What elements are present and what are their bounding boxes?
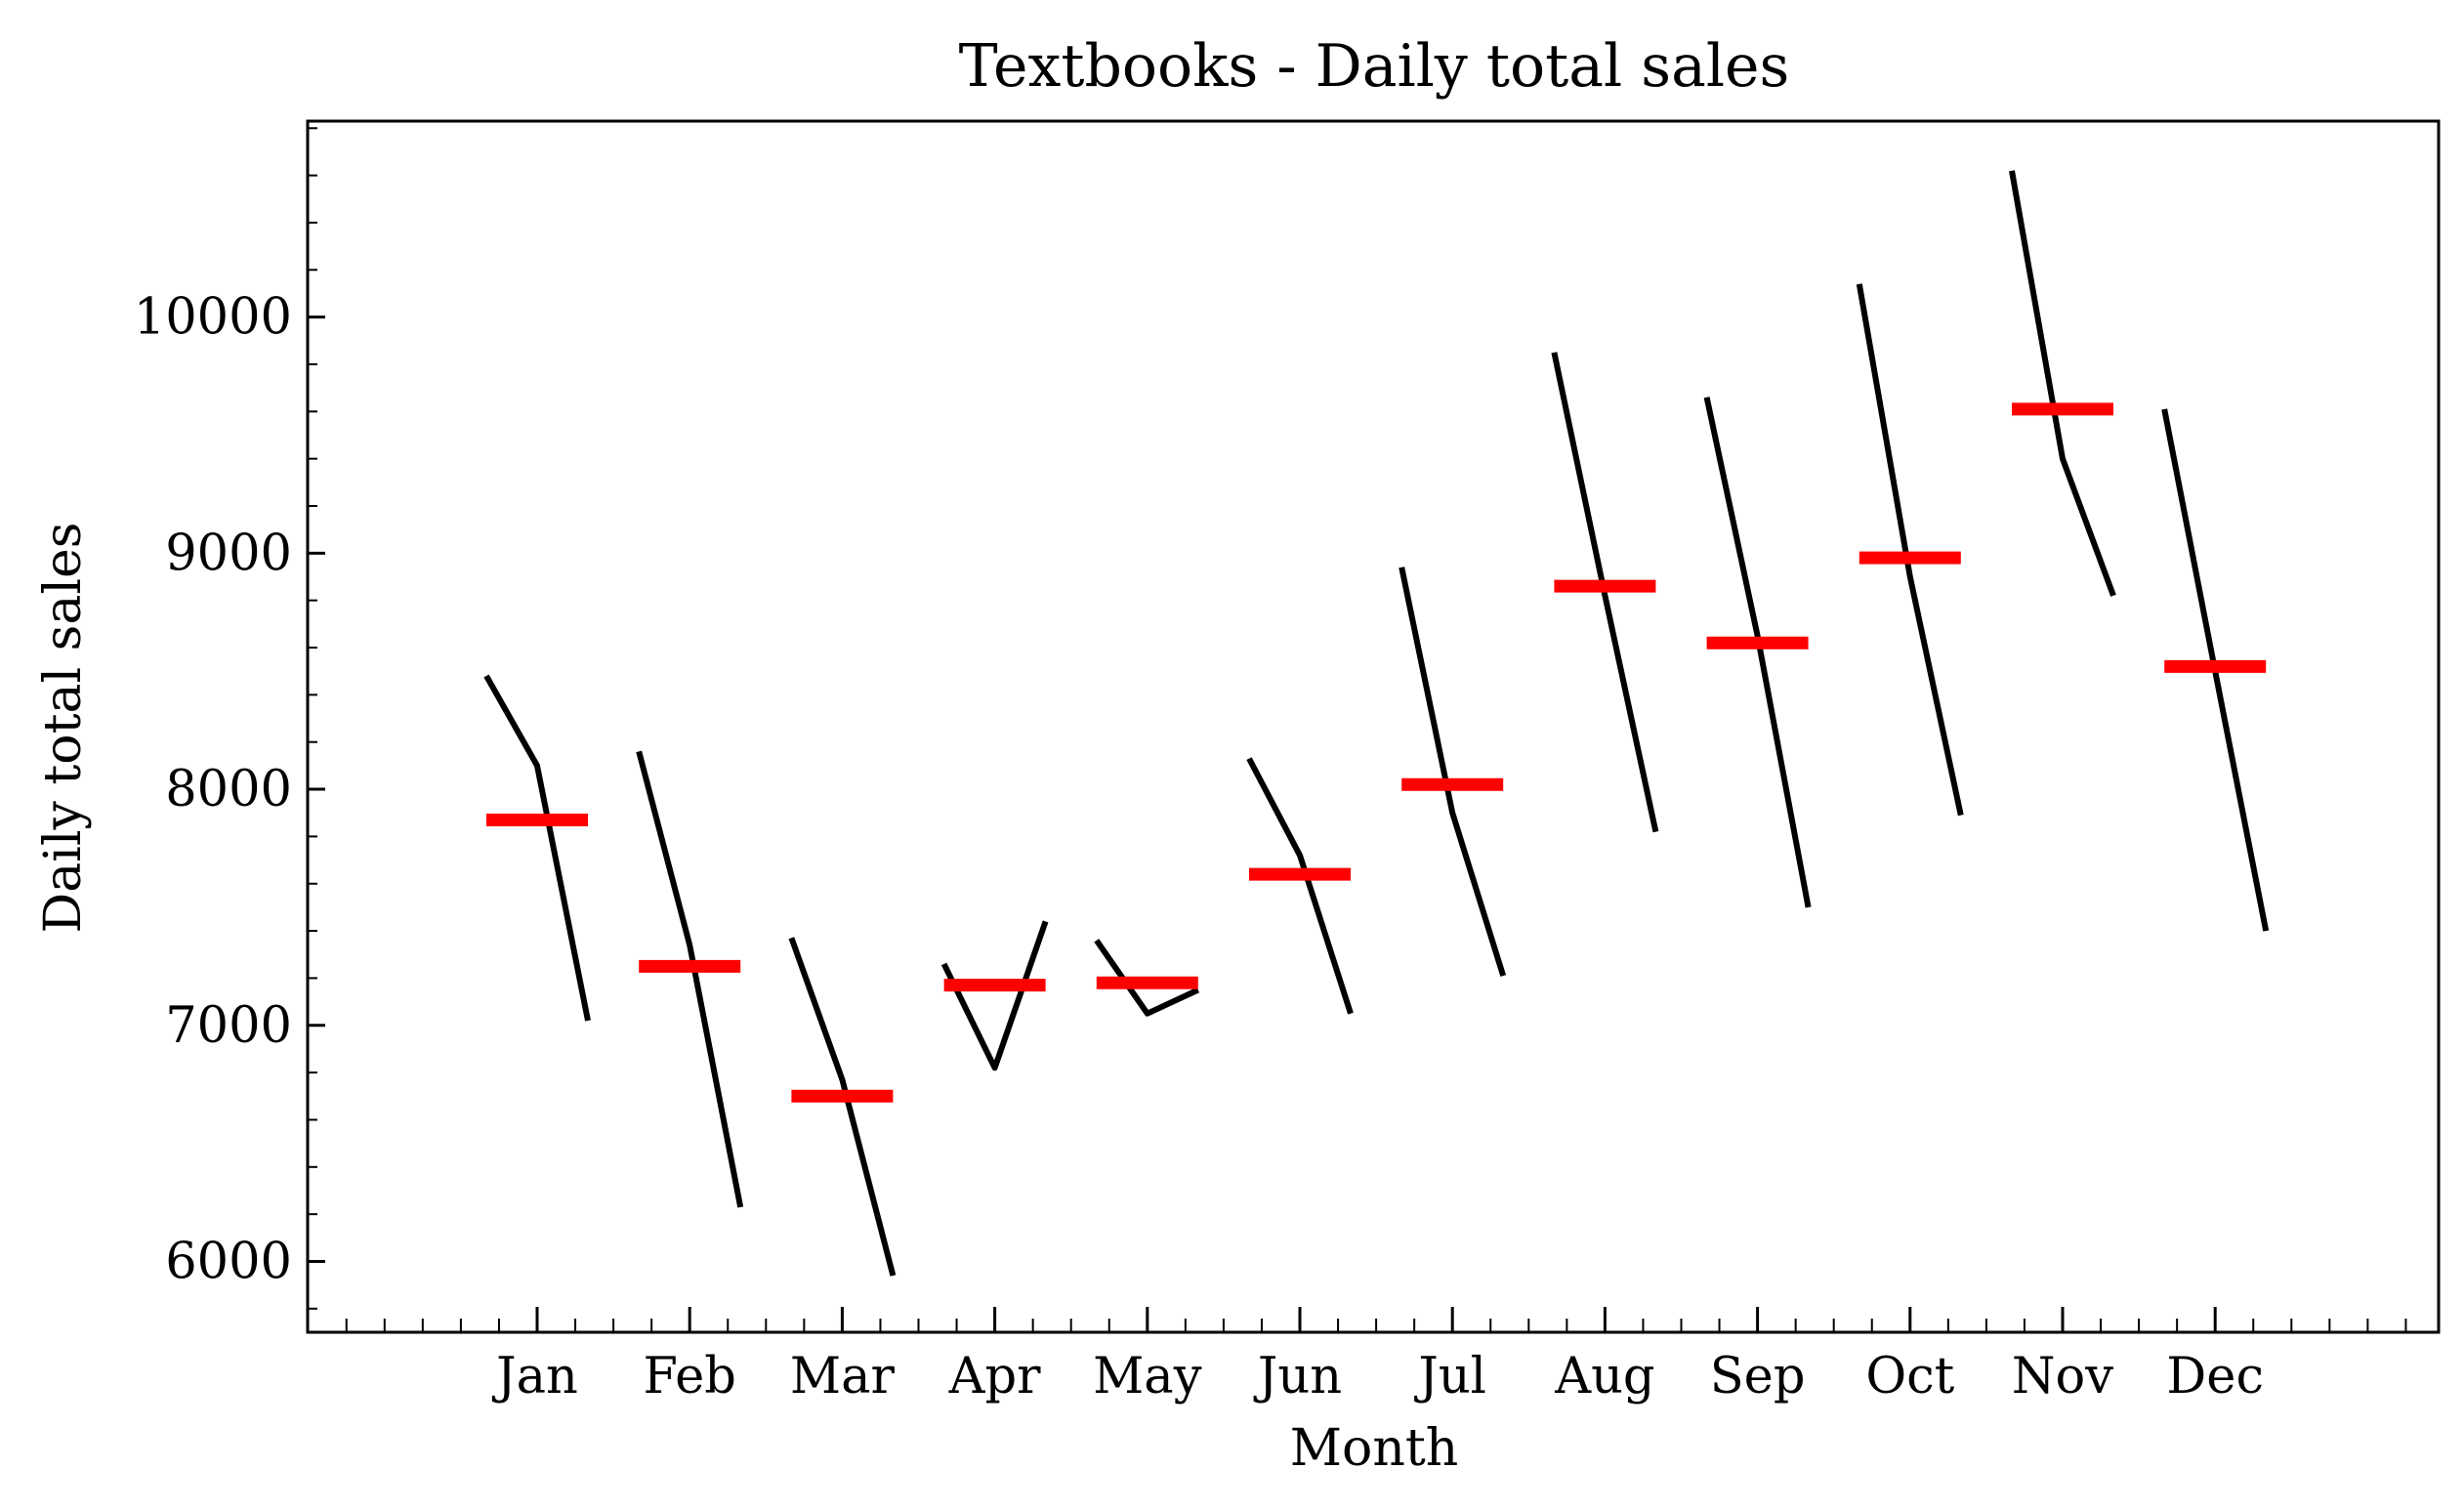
- axis-ticks: 6000 7000 8000 9000 10000 Jan Feb Mar Apr May Jun J…: [134, 127, 2407, 1406]
- subseries-line-jan: [483, 674, 591, 1022]
- x-tick-label-sep: Sep: [1710, 1348, 1806, 1406]
- x-tick-label-apr: Apr: [948, 1348, 1041, 1406]
- x-tick-label-mar: Mar: [790, 1348, 896, 1406]
- x-tick-label-jul: Jul: [1413, 1348, 1486, 1406]
- subseries-line-oct: [1856, 283, 1964, 817]
- y-axis-label: Daily total sales: [34, 523, 93, 934]
- subseries-line-sep: [1703, 397, 1812, 908]
- x-tick-label-jun: Jun: [1253, 1348, 1342, 1406]
- y-tick-label: 9000: [165, 525, 292, 582]
- x-tick-label-dec: Dec: [2166, 1348, 2264, 1406]
- plot-marks: [483, 170, 2270, 1277]
- y-tick-label: 10000: [134, 289, 292, 347]
- subseries-line-nov: [2009, 170, 2116, 597]
- subseries-line-mar: [788, 937, 897, 1277]
- x-axis-label: Month: [1290, 1419, 1458, 1478]
- subseries-line-aug: [1551, 352, 1659, 833]
- subseries-line-apr: [940, 920, 1049, 1071]
- x-tick-label-jan: Jan: [491, 1348, 578, 1406]
- subseries-line-jul: [1399, 567, 1507, 977]
- x-tick-label-nov: Nov: [2012, 1348, 2113, 1406]
- x-tick-label-may: May: [1093, 1348, 1202, 1406]
- x-tick-label-oct: Oct: [1865, 1348, 1954, 1406]
- y-tick-label: 6000: [165, 1233, 292, 1290]
- x-tick-label-feb: Feb: [643, 1348, 735, 1406]
- x-tick-label-aug: Aug: [1554, 1348, 1654, 1406]
- y-tick-label: 7000: [165, 997, 292, 1055]
- plot-frame: [306, 119, 2441, 1334]
- subseries-line-jun: [1246, 757, 1354, 1015]
- chart-title: Textbooks - Daily total sales: [959, 32, 1790, 101]
- y-tick-label: 8000: [165, 761, 292, 818]
- subseries-line-feb: [636, 750, 744, 1208]
- subseries-line-may: [1094, 939, 1200, 1017]
